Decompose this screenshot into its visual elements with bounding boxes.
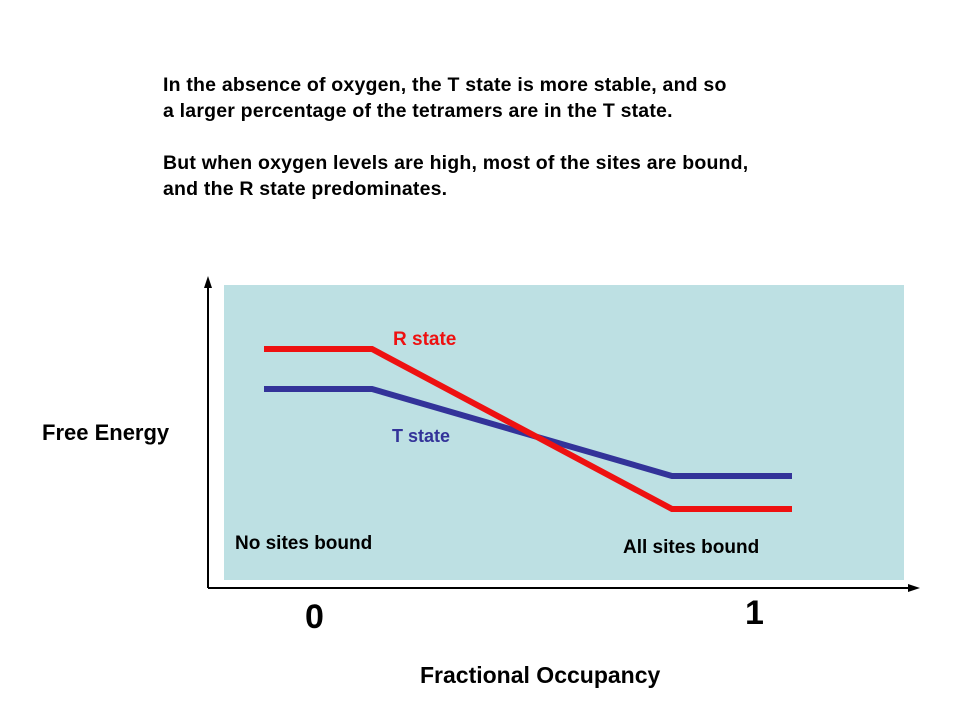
x-tick-end: 1 <box>745 594 764 632</box>
caption-paragraph-1: In the absence of oxygen, the T state is… <box>163 72 923 124</box>
all-sites-bound-label: All sites bound <box>623 537 760 558</box>
t-state-label: T state <box>392 426 451 446</box>
caption-line: But when oxygen levels are high, most of… <box>163 152 749 174</box>
t-state-line <box>264 386 792 479</box>
no-sites-bound-label: No sites bound <box>235 533 373 554</box>
r-state-label: R state <box>393 329 457 350</box>
x-axis-label: Fractional Occupancy <box>420 662 661 688</box>
x-tick-start: 0 <box>305 598 324 636</box>
y-axis-label: Free Energy <box>42 420 170 445</box>
y-axis-arrowhead <box>204 276 212 288</box>
caption-line: In the absence of oxygen, the T state is… <box>163 74 727 96</box>
diagram-panel <box>224 285 904 580</box>
caption-line: a larger percentage of the tetramers are… <box>163 100 673 122</box>
caption-paragraph-2: But when oxygen levels are high, most of… <box>163 150 923 202</box>
r-state-line <box>264 346 792 512</box>
caption-line: and the R state predominates. <box>163 178 448 200</box>
caption: In the absence of oxygen, the T state is… <box>163 72 923 202</box>
x-axis-arrowhead <box>908 584 920 592</box>
